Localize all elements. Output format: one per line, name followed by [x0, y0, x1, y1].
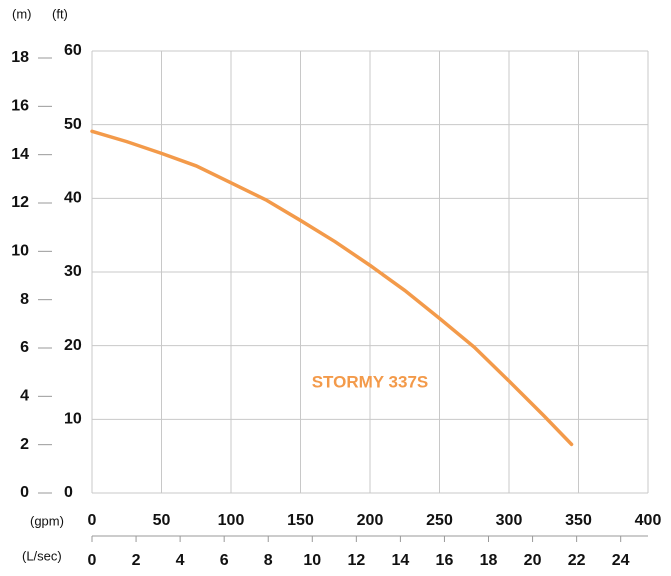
y2-tick-label: 8 [20, 291, 29, 308]
x2-tick-label: 12 [347, 552, 365, 569]
x2-tick-label: 24 [612, 552, 630, 569]
annotation: STORMY 337S [312, 372, 429, 391]
curve [90, 129, 574, 447]
x2-tick-label: 20 [524, 552, 542, 569]
x2-tick-label: 10 [303, 552, 321, 569]
y2-tick-label: 0 [20, 484, 29, 501]
y2-tick-label: 16 [11, 98, 29, 115]
y2-tick-label: 18 [11, 49, 29, 66]
x2-unit: (L/sec) [22, 548, 62, 563]
x2-tick-label: 2 [132, 552, 141, 569]
y-tick-label: 30 [64, 263, 82, 280]
y-unit: (ft) [52, 6, 68, 21]
x-tick-label: 300 [496, 512, 523, 529]
y2-tick-label: 4 [20, 388, 29, 405]
x-tick-label: 0 [88, 512, 97, 529]
y-tick-label: 60 [64, 42, 82, 59]
y2-tick-label: 14 [11, 146, 29, 163]
x2-tick-label: 6 [220, 552, 229, 569]
y-tick-label: 10 [64, 411, 82, 428]
y2-tick-label: 12 [11, 194, 29, 211]
x-tick-label: 150 [287, 512, 314, 529]
y-tick-label: 40 [64, 190, 82, 207]
y-tick-label: 50 [64, 116, 82, 133]
y-tick-label: 20 [64, 337, 82, 354]
x2-tick-label: 18 [480, 552, 498, 569]
x-tick-label: 200 [357, 512, 384, 529]
x2-tick-label: 14 [392, 552, 410, 569]
x-tick-label: 100 [218, 512, 245, 529]
y-tick-label: 0 [64, 484, 73, 501]
x2-tick-label: 8 [264, 552, 273, 569]
y2-tick-label: 6 [20, 339, 29, 356]
y2-tick-label: 10 [11, 243, 29, 260]
x-tick-label: 50 [153, 512, 171, 529]
x2-tick-label: 4 [176, 552, 185, 569]
x2-tick-label: 16 [436, 552, 454, 569]
x-tick-label: 400 [635, 512, 662, 529]
y2-tick-label: 2 [20, 436, 29, 453]
x-tick-label: 350 [565, 512, 592, 529]
y2-unit: (m) [12, 6, 32, 21]
x-tick-label: 250 [426, 512, 453, 529]
x2-tick-label: 0 [88, 552, 97, 569]
x2-tick-label: 22 [568, 552, 586, 569]
x-unit: (gpm) [30, 513, 64, 528]
